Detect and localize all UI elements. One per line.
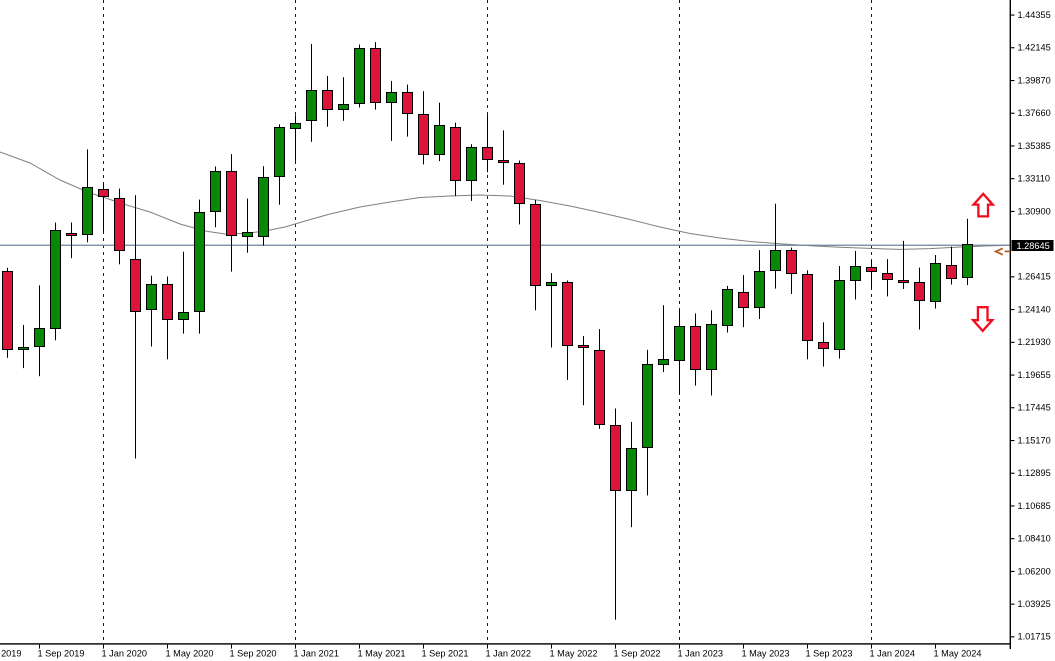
svg-text:1.39870: 1.39870 (1018, 75, 1051, 85)
svg-text:1.12895: 1.12895 (1018, 468, 1051, 478)
svg-text:1.01715: 1.01715 (1018, 632, 1051, 642)
svg-text:1 May 2020: 1 May 2020 (166, 649, 214, 659)
svg-text:1 Sep 2021: 1 Sep 2021 (422, 649, 469, 659)
svg-text:1.08410: 1.08410 (1018, 534, 1051, 544)
svg-text:1.28645: 1.28645 (1017, 241, 1050, 251)
svg-text:1 May 2022: 1 May 2022 (550, 649, 598, 659)
svg-text:1.44355: 1.44355 (1018, 10, 1051, 20)
svg-text:1.37660: 1.37660 (1018, 108, 1051, 118)
svg-text:1 Jan 2021: 1 Jan 2021 (294, 649, 339, 659)
svg-text:1.26415: 1.26415 (1018, 272, 1051, 282)
svg-text:1.10685: 1.10685 (1018, 501, 1051, 511)
svg-text:1.42145: 1.42145 (1018, 43, 1051, 53)
svg-text:1.35385: 1.35385 (1018, 141, 1051, 151)
svg-text:1 Jan 2020: 1 Jan 2020 (102, 649, 147, 659)
svg-text:1 May 2023: 1 May 2023 (742, 649, 790, 659)
svg-text:1.30900: 1.30900 (1018, 206, 1051, 216)
svg-text:1 May 2024: 1 May 2024 (934, 649, 982, 659)
svg-text:1 Jan 2024: 1 Jan 2024 (870, 649, 915, 659)
svg-text:1 May 2019: 1 May 2019 (0, 649, 22, 659)
svg-text:1 Sep 2020: 1 Sep 2020 (230, 649, 277, 659)
svg-text:1.06200: 1.06200 (1018, 566, 1051, 576)
svg-text:1 Sep 2022: 1 Sep 2022 (614, 649, 661, 659)
svg-text:1.24140: 1.24140 (1018, 304, 1051, 314)
svg-text:1 Jan 2022: 1 Jan 2022 (486, 649, 531, 659)
svg-text:1 Sep 2019: 1 Sep 2019 (38, 649, 85, 659)
svg-text:1.03925: 1.03925 (1018, 599, 1051, 609)
svg-text:1.17445: 1.17445 (1018, 403, 1051, 413)
svg-text:1.33110: 1.33110 (1018, 174, 1051, 184)
svg-text:1.19655: 1.19655 (1018, 370, 1051, 380)
svg-text:1 May 2021: 1 May 2021 (358, 649, 406, 659)
svg-text:1.15170: 1.15170 (1018, 435, 1051, 445)
svg-text:1.21930: 1.21930 (1018, 337, 1051, 347)
svg-text:1 Sep 2023: 1 Sep 2023 (806, 649, 853, 659)
svg-text:1 Jan 2023: 1 Jan 2023 (678, 649, 723, 659)
